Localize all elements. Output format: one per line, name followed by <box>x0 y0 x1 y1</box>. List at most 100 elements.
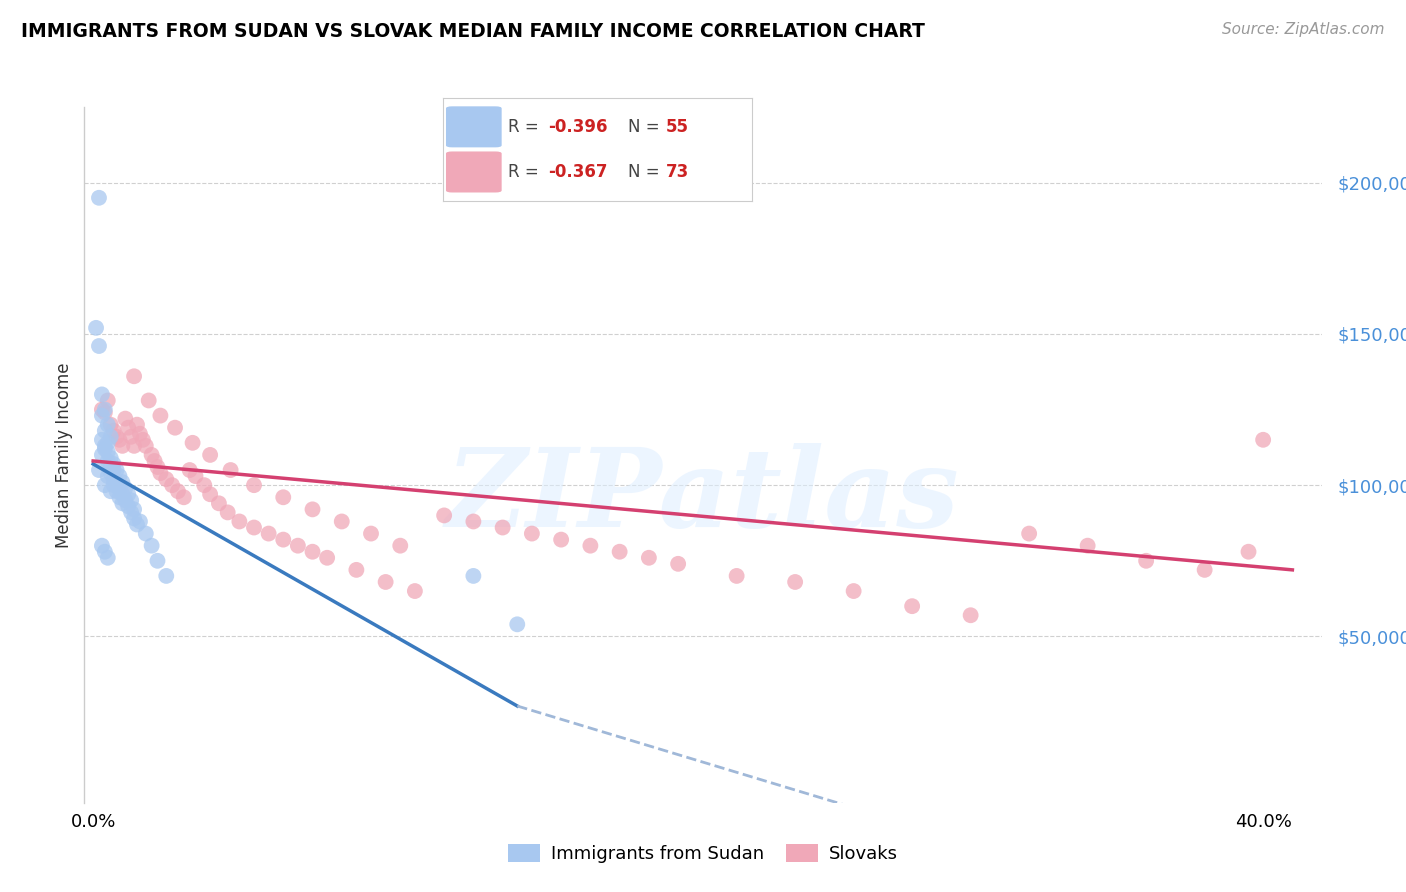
Point <box>125 517 148 532</box>
Point <box>149 409 172 423</box>
Point <box>344 563 367 577</box>
Point <box>1194 563 1216 577</box>
Point <box>666 557 689 571</box>
Point <box>463 515 485 529</box>
Text: -0.367: -0.367 <box>548 163 607 181</box>
Point <box>638 550 661 565</box>
Point <box>725 569 748 583</box>
Point <box>105 484 128 499</box>
Point <box>243 520 266 534</box>
Point <box>90 402 112 417</box>
Point <box>122 439 145 453</box>
Point <box>108 469 131 483</box>
Point <box>146 554 169 568</box>
Text: N =: N = <box>628 163 665 181</box>
Point <box>122 369 145 384</box>
Point <box>520 526 543 541</box>
Point <box>135 439 157 453</box>
Point <box>1135 554 1157 568</box>
Point <box>94 545 117 559</box>
Point <box>97 469 120 483</box>
Point <box>301 545 323 559</box>
Point <box>87 191 110 205</box>
Point <box>94 478 117 492</box>
Point <box>155 569 177 583</box>
Point <box>173 490 195 504</box>
Point <box>87 339 110 353</box>
Point <box>842 584 865 599</box>
Text: N =: N = <box>628 118 665 136</box>
Point <box>97 417 120 432</box>
Point <box>609 545 631 559</box>
Point <box>122 511 145 525</box>
FancyBboxPatch shape <box>446 152 502 193</box>
Point <box>111 475 134 490</box>
Point <box>959 608 981 623</box>
Point <box>155 472 177 486</box>
Point <box>111 496 134 510</box>
Point <box>271 533 294 547</box>
Point <box>184 469 207 483</box>
Point <box>105 430 128 444</box>
Point <box>100 417 122 432</box>
Point <box>181 435 204 450</box>
Point <box>120 430 142 444</box>
Point <box>114 481 136 495</box>
Point <box>301 502 323 516</box>
Point <box>94 442 117 456</box>
Point <box>550 533 572 547</box>
Point <box>90 387 112 401</box>
Point <box>100 466 122 480</box>
Point <box>103 424 125 438</box>
Text: 73: 73 <box>665 163 689 181</box>
Point <box>316 550 339 565</box>
Point <box>103 457 125 471</box>
Point <box>330 515 353 529</box>
Text: 55: 55 <box>665 118 689 136</box>
Point <box>193 478 215 492</box>
Point <box>149 466 172 480</box>
Point <box>97 393 120 408</box>
Point <box>179 463 201 477</box>
Point <box>84 321 107 335</box>
Point <box>143 454 166 468</box>
Point <box>228 515 250 529</box>
Point <box>114 493 136 508</box>
Point <box>100 450 122 465</box>
Point <box>217 505 239 519</box>
Point <box>506 617 529 632</box>
Point <box>87 463 110 477</box>
Point <box>160 478 183 492</box>
Point <box>111 439 134 453</box>
Text: -0.396: -0.396 <box>548 118 607 136</box>
Point <box>433 508 456 523</box>
Point <box>208 496 231 510</box>
Point <box>90 539 112 553</box>
Text: Source: ZipAtlas.com: Source: ZipAtlas.com <box>1222 22 1385 37</box>
Point <box>105 463 128 477</box>
Point <box>271 490 294 504</box>
Point <box>117 420 139 434</box>
Point <box>103 472 125 486</box>
Point <box>389 539 412 553</box>
Point <box>90 409 112 423</box>
Point <box>90 448 112 462</box>
Point <box>129 515 152 529</box>
Point <box>141 539 163 553</box>
Point <box>100 484 122 499</box>
Point <box>94 439 117 453</box>
Point <box>97 435 120 450</box>
Point <box>122 502 145 516</box>
Point <box>219 463 242 477</box>
Point <box>1077 539 1099 553</box>
Y-axis label: Median Family Income: Median Family Income <box>55 362 73 548</box>
Point <box>94 402 117 417</box>
Point <box>103 478 125 492</box>
FancyBboxPatch shape <box>446 106 502 147</box>
Text: IMMIGRANTS FROM SUDAN VS SLOVAK MEDIAN FAMILY INCOME CORRELATION CHART: IMMIGRANTS FROM SUDAN VS SLOVAK MEDIAN F… <box>21 22 925 41</box>
Point <box>138 393 160 408</box>
Point <box>111 487 134 501</box>
Text: R =: R = <box>508 163 544 181</box>
Point <box>108 481 131 495</box>
Point <box>105 475 128 490</box>
